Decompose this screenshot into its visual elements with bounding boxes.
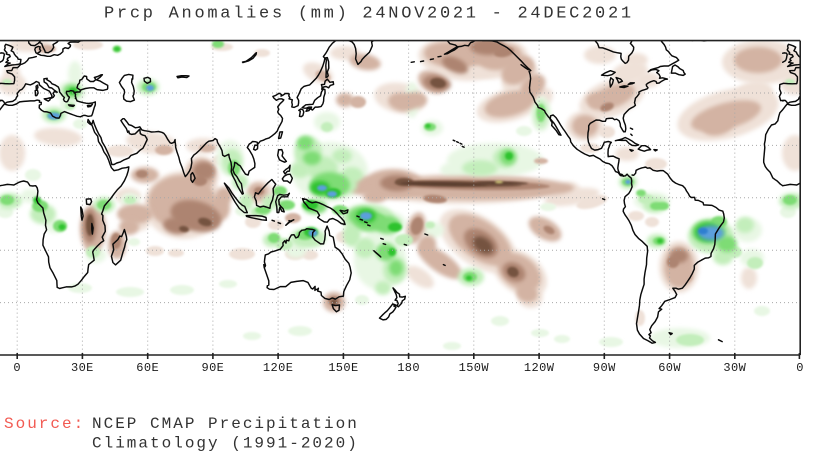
- svg-text:Climatology (1991-2020): Climatology (1991-2020): [92, 435, 359, 453]
- svg-text:120W: 120W: [524, 361, 555, 375]
- svg-text:30W: 30W: [723, 361, 746, 375]
- svg-text:0: 0: [796, 361, 804, 375]
- svg-text:Source:: Source:: [4, 415, 85, 433]
- svg-text:150W: 150W: [459, 361, 490, 375]
- svg-text:150E: 150E: [328, 361, 358, 375]
- svg-text:NCEP CMAP Precipitation: NCEP CMAP Precipitation: [92, 415, 359, 433]
- svg-text:180: 180: [397, 361, 420, 375]
- svg-text:60W: 60W: [658, 361, 681, 375]
- svg-text:Prcp Anomalies (mm) 24NOV2021: Prcp Anomalies (mm) 24NOV2021 - 24DEC202…: [104, 5, 634, 24]
- svg-text:30E: 30E: [71, 361, 94, 375]
- svg-text:90W: 90W: [593, 361, 616, 375]
- svg-text:60E: 60E: [136, 361, 159, 375]
- svg-text:0: 0: [13, 361, 21, 375]
- svg-text:120E: 120E: [263, 361, 293, 375]
- svg-text:90E: 90E: [201, 361, 224, 375]
